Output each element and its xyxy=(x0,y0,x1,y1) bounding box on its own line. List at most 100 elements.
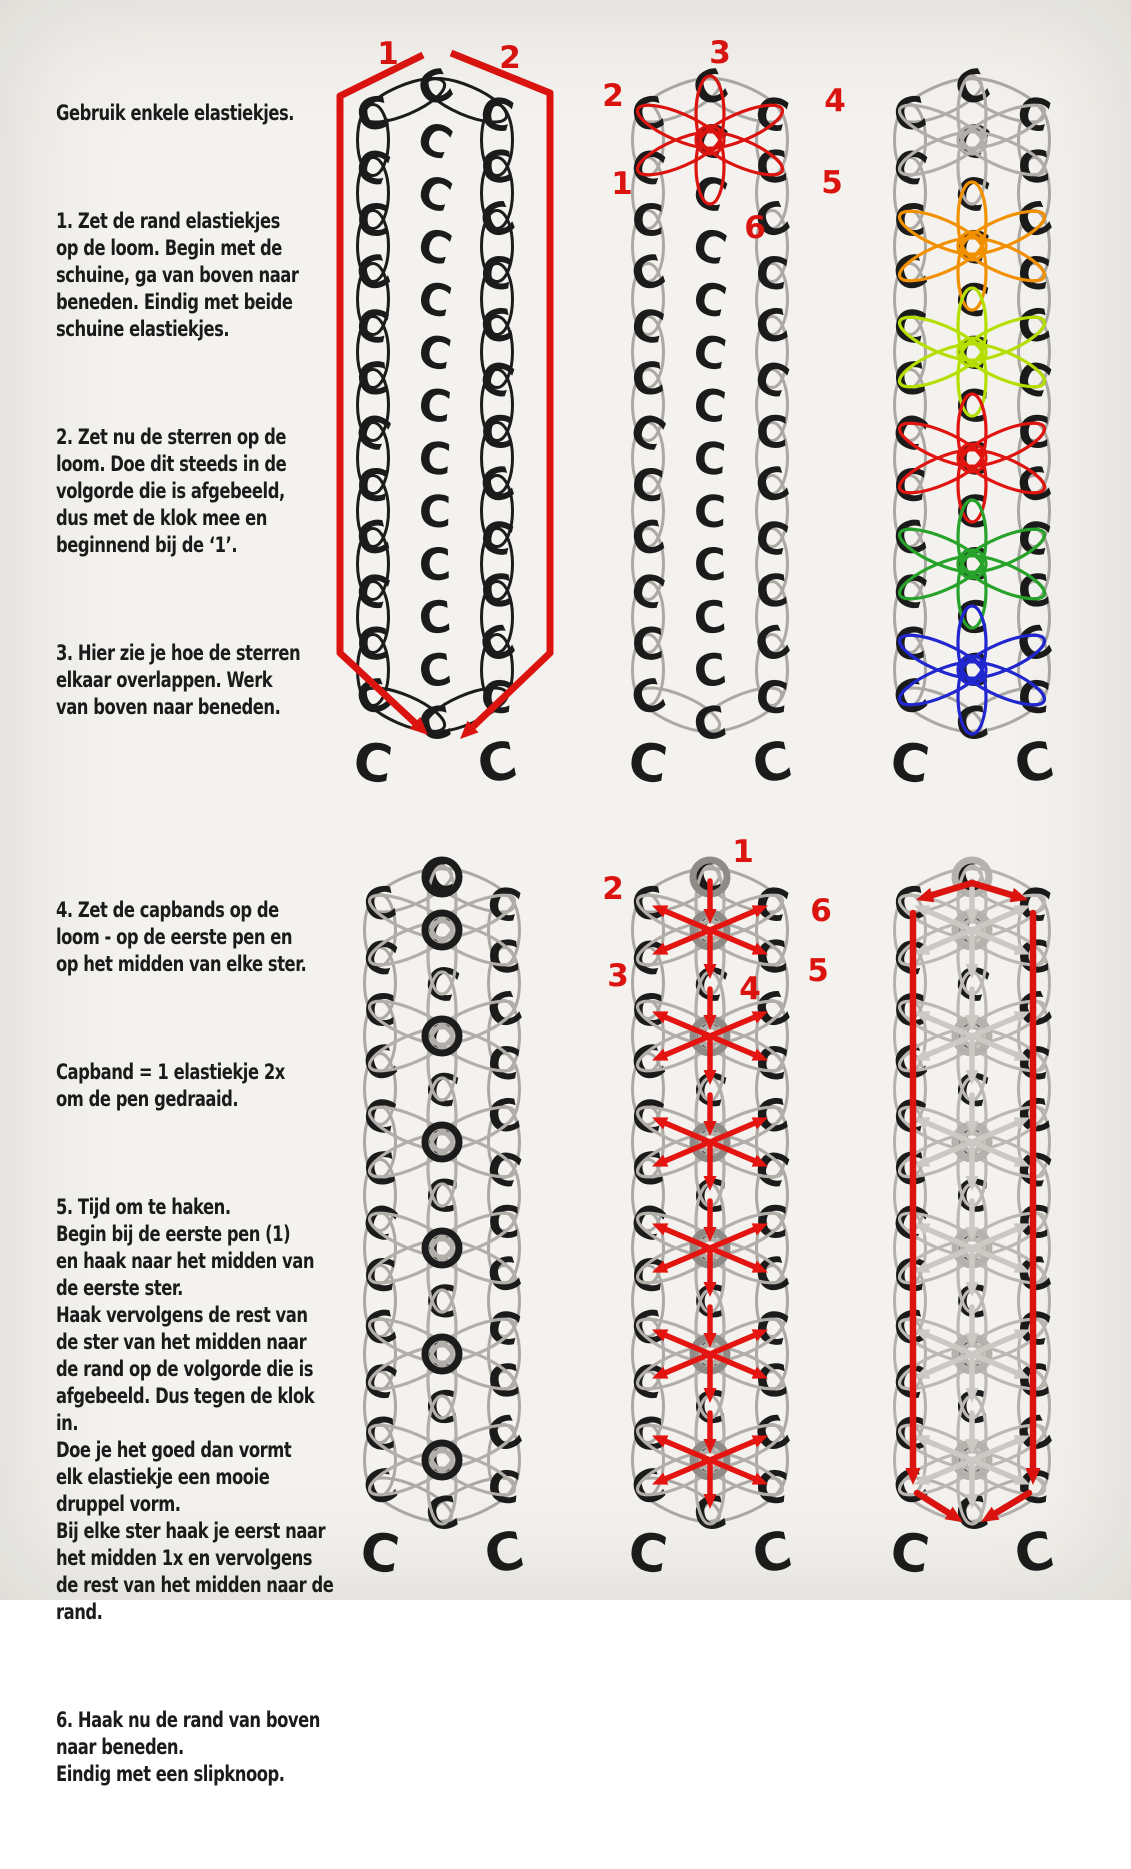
elastic-band xyxy=(897,448,985,495)
peg-icon: C xyxy=(689,325,730,381)
star-bands xyxy=(635,74,785,206)
capband-ring xyxy=(421,1333,463,1375)
arrow-head xyxy=(751,1472,768,1485)
capband-ring xyxy=(421,856,463,898)
step-number-label: 2 xyxy=(602,871,624,907)
instruction-paragraph: Gebruik enkele elastiekjes. xyxy=(56,101,295,125)
peg-icon: C xyxy=(414,325,455,381)
elastic-band xyxy=(635,130,723,177)
arrow-shaft xyxy=(969,1011,1026,1039)
elastic-band xyxy=(356,262,390,336)
elastic-band xyxy=(367,1450,455,1497)
elastic-band xyxy=(755,527,789,601)
route-right xyxy=(449,49,554,653)
elastic-band xyxy=(367,1238,455,1285)
peg-icon: C xyxy=(887,1521,933,1586)
elastic-band xyxy=(631,633,665,707)
arrow-shaft xyxy=(656,1011,713,1039)
arrow-head xyxy=(916,887,935,903)
arrow-head xyxy=(703,1439,717,1454)
peg-icon: C xyxy=(691,379,729,434)
elastic-band xyxy=(636,686,722,733)
step-number-label: 1 xyxy=(732,834,754,870)
step-number-label: 1 xyxy=(611,166,633,202)
arrow-shaft xyxy=(969,1329,1026,1357)
arrow-head xyxy=(965,909,979,924)
peg-icon: C xyxy=(413,272,456,329)
elastic-band xyxy=(429,1132,517,1179)
elastic-band xyxy=(755,946,789,1020)
arrow-head xyxy=(652,905,669,918)
hook-arrows xyxy=(914,878,1030,1509)
arrow-head xyxy=(1013,1472,1030,1485)
elastic-band xyxy=(755,209,789,283)
elastic-band xyxy=(487,1052,521,1126)
arrow-shaft xyxy=(969,1117,1026,1145)
peg-icon: C xyxy=(1015,565,1052,619)
peg-icon: C xyxy=(629,1143,667,1198)
elastic-band xyxy=(423,77,509,124)
peg-icon: C xyxy=(418,487,451,539)
step-number-label: 3 xyxy=(607,958,629,994)
elastic-band xyxy=(429,1238,517,1285)
elastic-band xyxy=(361,686,447,733)
arrow-head xyxy=(751,1048,768,1061)
arrow-head xyxy=(703,1494,717,1509)
elastic-band xyxy=(480,262,514,336)
arrow-head xyxy=(1013,1223,1030,1236)
peg-icon: C xyxy=(484,1036,523,1091)
capband-ring xyxy=(421,1227,463,1269)
arrow-shaft xyxy=(969,1223,1026,1251)
elastic-band xyxy=(487,1158,521,1232)
peg-icon: C xyxy=(355,459,392,513)
elastic-band xyxy=(755,580,789,654)
elastic-band xyxy=(356,156,390,230)
arrow-shaft xyxy=(707,1011,764,1039)
peg-icon: C xyxy=(753,1355,790,1409)
peg-icon: C xyxy=(417,433,453,486)
elastic-band xyxy=(755,1052,789,1126)
elastic-band xyxy=(480,527,514,601)
elastic-band xyxy=(631,421,665,495)
star-center-wrap xyxy=(956,654,988,686)
elastic-band xyxy=(897,342,985,389)
elastic-band xyxy=(356,527,390,601)
elastic-band xyxy=(755,1370,789,1444)
elastic-band xyxy=(480,156,514,230)
peg-icon: C xyxy=(686,165,733,224)
arrow-head xyxy=(1013,1329,1030,1342)
arrow-shaft xyxy=(969,927,1026,955)
elastic-band xyxy=(361,77,447,124)
arrow-shaft xyxy=(918,1435,975,1463)
arrow-shaft xyxy=(656,1351,713,1379)
arrow-head xyxy=(1025,1468,1041,1485)
arrow-shaft xyxy=(707,1245,764,1273)
arrow-head xyxy=(751,1011,768,1024)
route-arrows xyxy=(336,49,554,739)
capband-ring xyxy=(421,1015,463,1057)
peg-icon: C xyxy=(361,1143,399,1198)
peg-icon: C xyxy=(631,619,665,671)
arrow-head xyxy=(751,1223,768,1236)
peg-icon: C xyxy=(416,379,454,434)
arrow-head xyxy=(914,1260,931,1273)
peg-icon: C xyxy=(479,141,515,194)
elastic-band xyxy=(356,368,390,442)
peg-icon: C xyxy=(886,668,934,727)
arrow-shaft xyxy=(969,1457,1026,1485)
peg-icon: C xyxy=(687,218,732,276)
arrow-shaft xyxy=(969,1245,1026,1273)
arrow-head xyxy=(1013,1048,1030,1061)
peg-icon: C xyxy=(887,731,933,796)
elastic-band xyxy=(897,660,985,707)
arrow-shaft xyxy=(707,905,764,933)
peg-icon: C xyxy=(418,955,465,1014)
elastic-band xyxy=(893,262,927,336)
arrow-head xyxy=(965,1494,979,1509)
step-5-hook-stars: CCCCCCCCCCCCCCCCCCCCCCCCCCCCCCCCCCCCCCC1… xyxy=(602,834,832,1587)
peg-icon: C xyxy=(479,1520,529,1587)
arrow-head xyxy=(652,1048,669,1061)
arrow-head xyxy=(703,909,717,924)
arrow-head xyxy=(652,1011,669,1024)
